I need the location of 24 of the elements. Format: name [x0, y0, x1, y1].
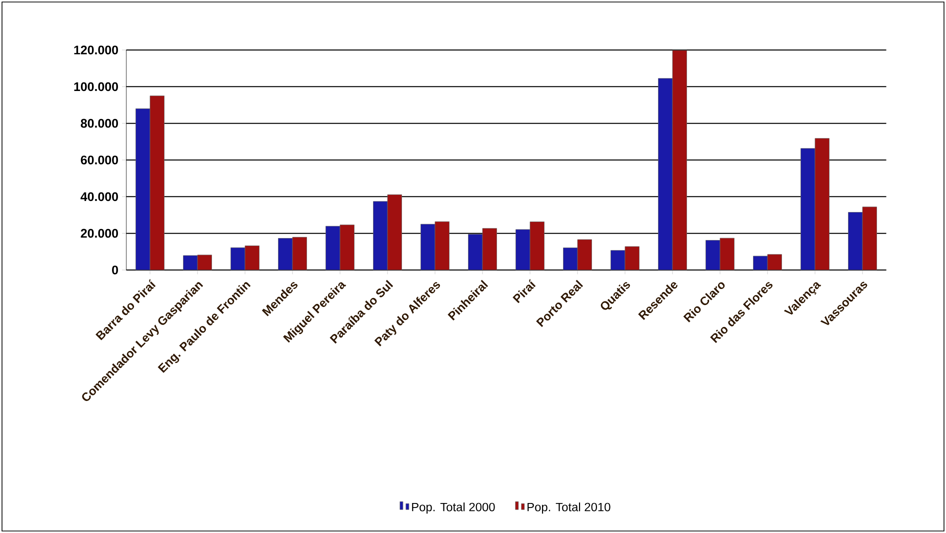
bar — [292, 236, 307, 270]
bar — [387, 194, 402, 270]
bar — [530, 222, 544, 270]
y-tick-label: 80.000 — [80, 118, 118, 128]
legend-label: Pop. Total 2010 — [528, 502, 610, 514]
y-tick-label: 120.000 — [74, 46, 118, 54]
y-tick-label: 40.000 — [80, 192, 118, 202]
bar — [767, 254, 782, 270]
bar — [720, 238, 734, 270]
bar — [814, 138, 830, 270]
bar — [624, 246, 640, 270]
y-tick-label: 60.000 — [80, 156, 118, 164]
bar — [577, 239, 592, 270]
y-tick-label: 100.000 — [74, 82, 118, 92]
bar — [434, 221, 450, 270]
y-tick-label: 20.000 — [80, 228, 118, 238]
y-tick-label: 0 — [112, 266, 118, 274]
bar — [244, 246, 260, 270]
bar — [150, 96, 164, 270]
bar — [340, 224, 354, 270]
bar — [482, 228, 497, 270]
bar — [862, 206, 877, 270]
legend-label: Pop. Total 2000 — [412, 502, 495, 514]
bar — [672, 50, 687, 270]
